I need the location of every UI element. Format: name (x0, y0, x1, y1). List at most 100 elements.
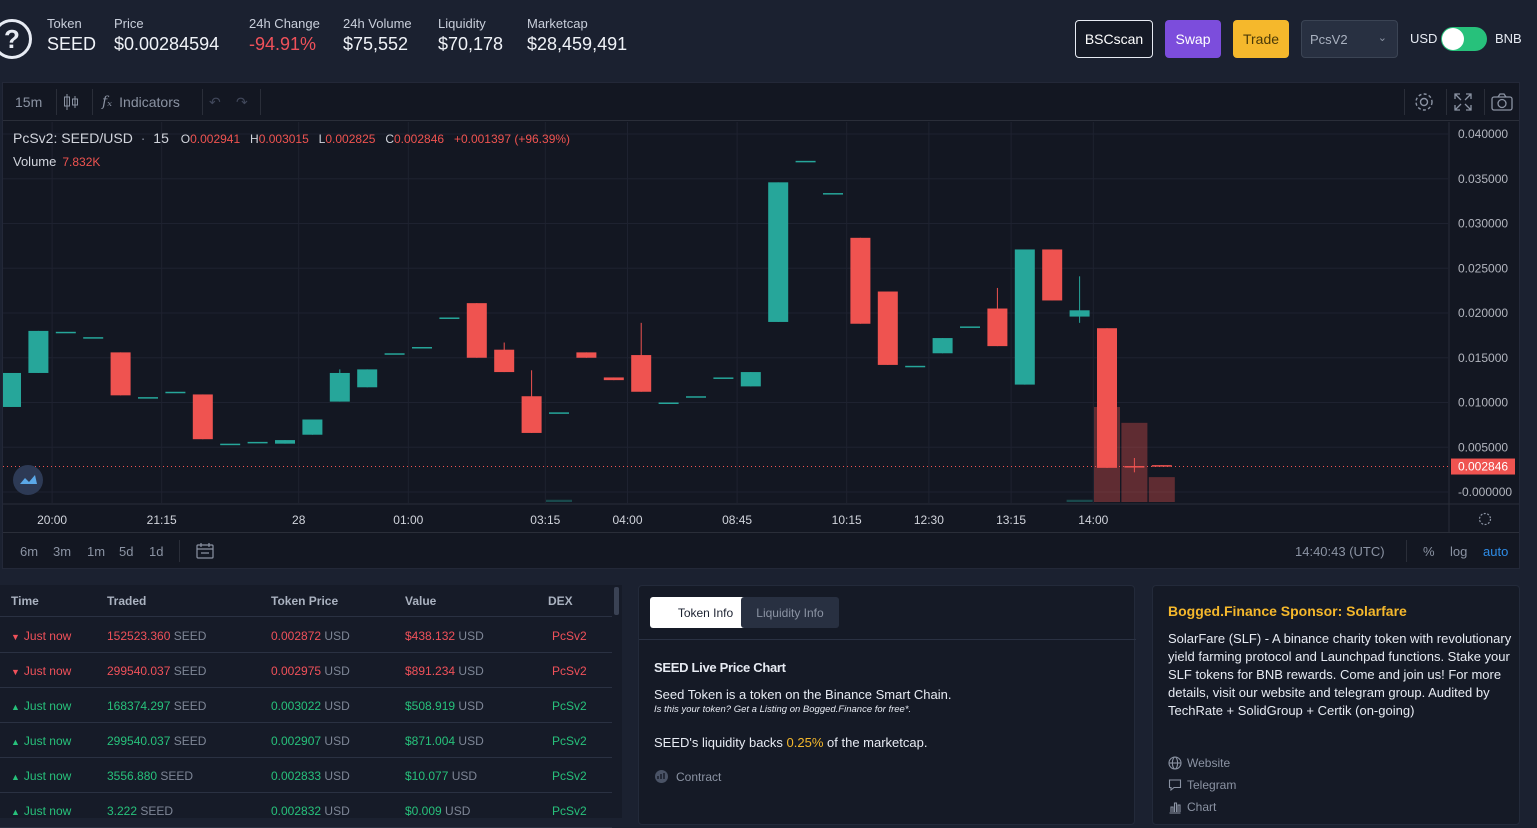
price-value: $0.00284594 (114, 34, 220, 54)
trade-row[interactable]: ▼ Just now 299540.037 SEED 0.002975 USD $891… (0, 653, 612, 688)
toggle-knob (1442, 28, 1464, 50)
settings-gear-icon[interactable] (1413, 83, 1435, 121)
range-divider (179, 540, 180, 562)
trade-amount-value: 168374.297 (107, 699, 171, 713)
candle-body (192, 394, 213, 440)
trade-row[interactable]: ▲ Just now 3.222 SEED 0.002832 USD $0.009 US… (0, 793, 612, 828)
trade-time: ▲ Just now (11, 734, 71, 748)
volume-legend-value: 7.832K (62, 155, 101, 169)
range-6m[interactable]: 6m (20, 544, 39, 559)
y-tick-label: 0.005000 (1458, 440, 1508, 454)
sponsor-card: Bogged.Finance Sponsor: Solarfare SolarF… (1152, 585, 1520, 825)
col-time[interactable]: Time (11, 594, 39, 608)
y-tick-label: 0.025000 (1458, 261, 1508, 275)
bar-chart-icon (1169, 802, 1181, 814)
dex-select[interactable]: PcsV2 ⌄ (1301, 20, 1398, 58)
sponsor-title: Bogged.Finance Sponsor: Solarfare (1168, 603, 1407, 619)
trade-row[interactable]: ▲ Just now 168374.297 SEED 0.003022 USD $508… (0, 688, 612, 723)
fullscreen-icon[interactable] (1454, 83, 1472, 121)
token-info-card: Token Info Liquidity Info SEED Live Pric… (638, 585, 1136, 825)
trade-row[interactable]: ▲ Just now 299540.037 SEED 0.002907 USD $871… (0, 723, 612, 758)
trade-token: SEED (140, 804, 174, 818)
chart-toolbar: 15m fₓ Indicators ↶ ↷ (3, 83, 1519, 121)
auto-toggle[interactable]: auto (1483, 544, 1509, 559)
range-1m[interactable]: 1m (87, 544, 106, 559)
legend-c-label: C (385, 132, 394, 146)
volume-label: 24h Volume (343, 16, 412, 31)
tab-liquidity-info[interactable]: Liquidity Info (741, 597, 839, 628)
bscscan-button[interactable]: BSCscan (1075, 20, 1153, 58)
log-toggle[interactable]: log (1450, 544, 1468, 559)
trade-row[interactable]: ▼ Just now 152523.360 SEED 0.002872 USD $438… (0, 618, 612, 653)
trade-price-unit: USD (324, 734, 350, 748)
currency-toggle[interactable] (1441, 27, 1487, 51)
volume-legend: Volume 7.832K (13, 154, 100, 169)
trade-value: $0.009 USD (405, 804, 470, 818)
x-tick-label: 28 (292, 513, 306, 527)
candle-body (768, 182, 789, 322)
price-chart[interactable]: 0.040000 0.035000 0.030000 0.025000 0.020000… (3, 122, 1519, 532)
undo-icon[interactable]: ↶ (209, 93, 221, 110)
token-info-note[interactable]: Is this your token? Get a Listing on Bog… (654, 704, 912, 715)
telegram-link[interactable]: Telegram (1168, 778, 1236, 792)
chart-link[interactable]: Chart (1168, 800, 1216, 814)
candle-body (549, 412, 569, 414)
trade-value-unit: USD (451, 769, 478, 783)
marketcap-value: $28,459,491 (527, 34, 628, 54)
tradingview-logo-icon[interactable] (13, 465, 43, 495)
price-label: Price (114, 16, 144, 31)
percent-toggle[interactable]: % (1423, 544, 1435, 559)
candle-body (740, 372, 761, 387)
chart-panel: 15m fₓ Indicators ↶ ↷ 0.040000 0.035000 0.… (2, 82, 1520, 569)
trade-price: 0.002833 USD (271, 769, 350, 783)
y-tick-label: 0.040000 (1458, 127, 1508, 141)
trade-time-text: Just now (23, 804, 72, 818)
website-link[interactable]: Website (1168, 756, 1230, 770)
camera-icon[interactable] (1491, 83, 1513, 121)
candle-body (1151, 465, 1172, 467)
contract-link[interactable]: Contract (654, 769, 721, 784)
candle-type-icon[interactable] (63, 83, 79, 121)
trade-time-text: Just now (23, 734, 72, 748)
legend-l-label: L (318, 132, 326, 146)
date-range-icon[interactable] (196, 542, 214, 563)
x-tick-label: 04:00 (612, 513, 642, 527)
liq-percent: 0.25% (786, 735, 824, 750)
x-tick-label: 13:15 (996, 513, 1026, 527)
candle-body (220, 443, 241, 446)
trade-value-unit: USD (458, 664, 484, 678)
range-5d[interactable]: 5d (119, 544, 134, 559)
trade-button[interactable]: Trade (1233, 20, 1289, 58)
trade-row[interactable]: ▲ Just now 3556.880 SEED 0.002833 USD $10.07… (0, 758, 612, 793)
fx-icon: fₓ (102, 94, 113, 110)
trade-amount-value: 152523.360 (107, 629, 171, 643)
col-dex[interactable]: DEX (548, 594, 573, 608)
col-traded[interactable]: Traded (107, 594, 147, 608)
x-tick-label: 21:15 (147, 513, 177, 527)
trade-amount-value: 3556.880 (107, 769, 158, 783)
candle-body (55, 331, 76, 334)
swap-button[interactable]: Swap (1165, 20, 1221, 58)
top-header: ? Token SEED Price $0.00284594 24h Chang… (0, 0, 1537, 80)
col-value[interactable]: Value (405, 594, 437, 608)
arrow-up-icon: ▲ (11, 737, 20, 747)
trade-price-unit: USD (324, 699, 350, 713)
candle-body (1014, 249, 1035, 385)
range-3m[interactable]: 3m (53, 544, 72, 559)
indicators-button[interactable]: fₓ Indicators (102, 83, 180, 121)
legend-open: 0.002941 (190, 132, 241, 146)
candle-body (960, 326, 980, 328)
redo-icon[interactable]: ↷ (236, 93, 248, 110)
legend-h-label: H (250, 132, 259, 146)
legend-symbol: PcSv2: SEED/USD (13, 130, 133, 146)
chart-link-label: Chart (1187, 800, 1217, 814)
trades-scrollbar[interactable] (614, 587, 619, 615)
range-1d[interactable]: 1d (149, 544, 164, 559)
volume-bar (1148, 477, 1175, 502)
dex-select-value: PcsV2 (1310, 32, 1348, 47)
trade-price-unit: USD (324, 664, 350, 678)
interval-button[interactable]: 15m (15, 94, 43, 110)
col-token-price[interactable]: Token Price (271, 594, 339, 608)
token-info-desc: Seed Token is a token on the Binance Sma… (654, 687, 952, 702)
toolbar-divider (260, 89, 261, 115)
